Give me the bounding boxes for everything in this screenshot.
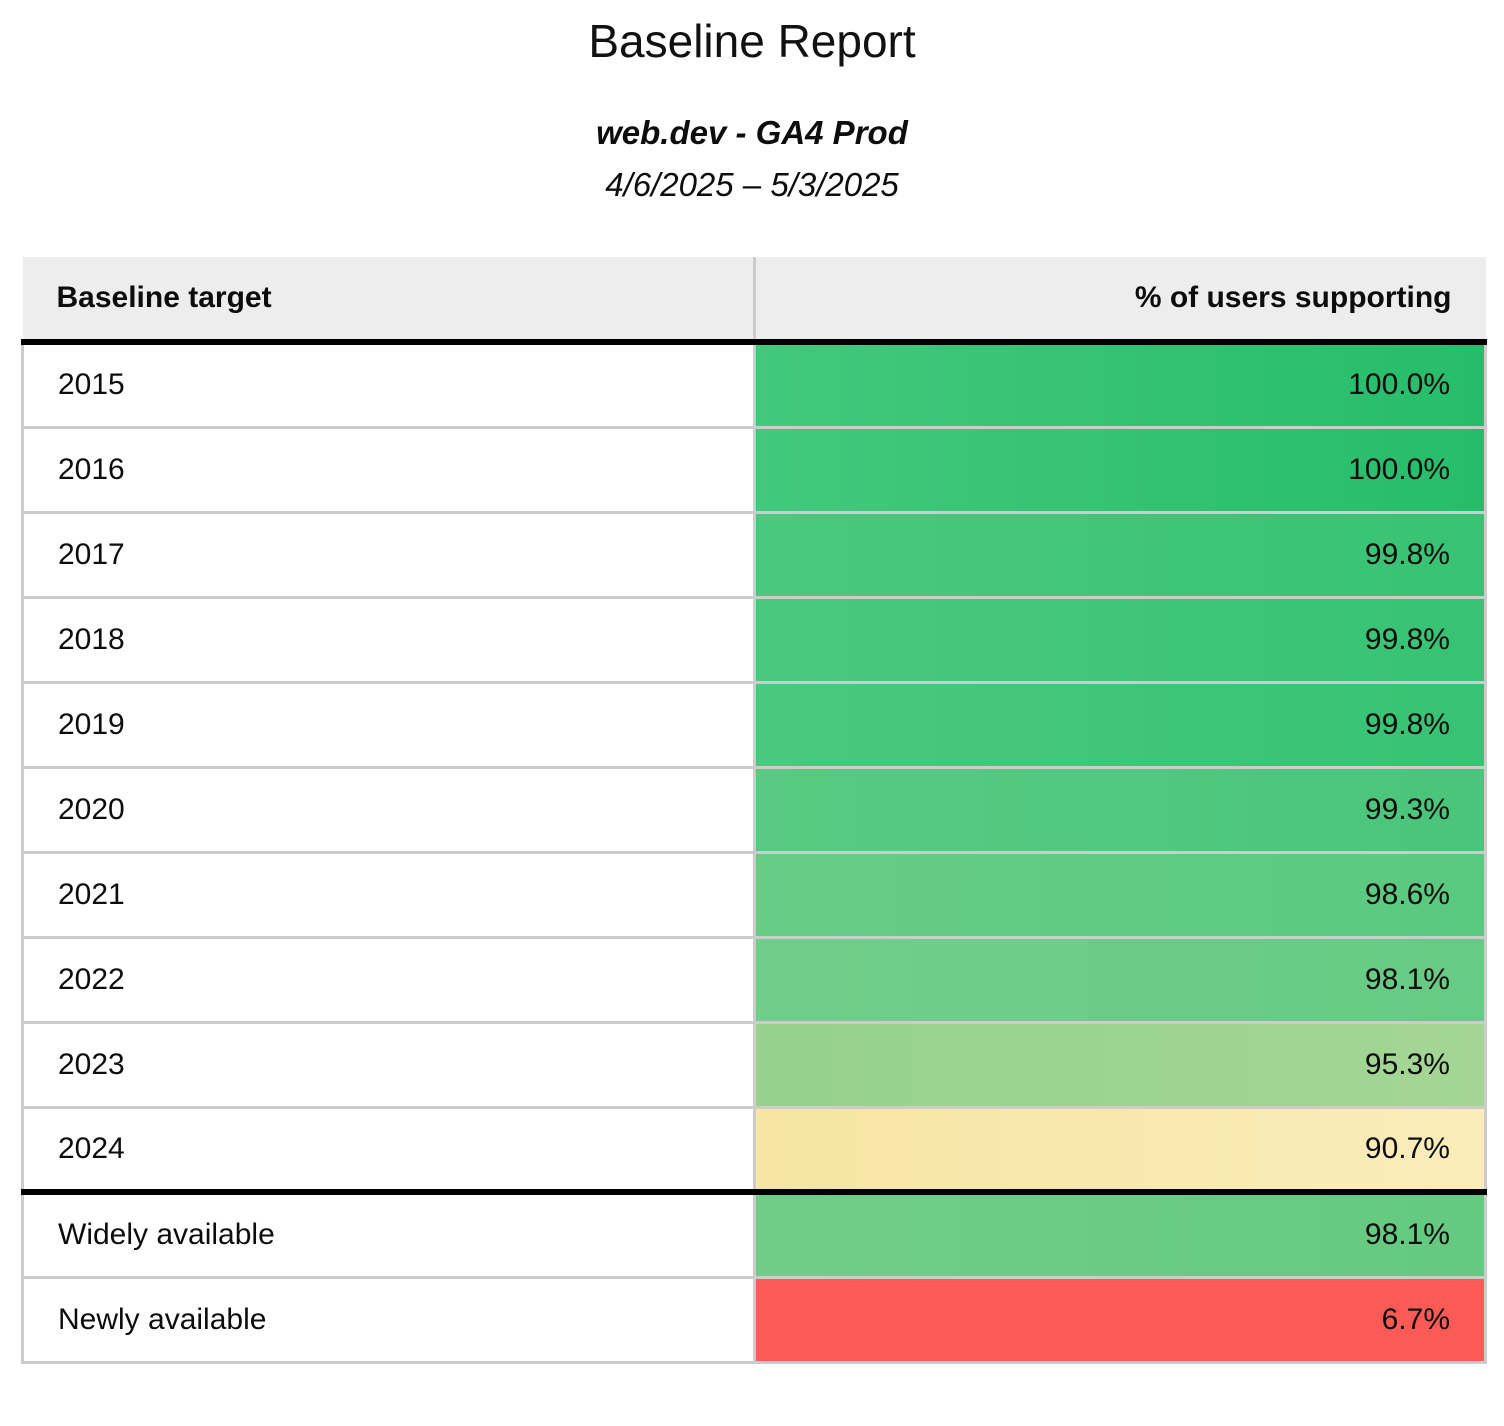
baseline-target-cell: 2019: [21, 682, 756, 769]
percent-value-cell: 98.6%: [754, 852, 1487, 939]
table-row: 2022 98.1%: [21, 937, 1487, 1024]
baseline-target-cell: 2023: [21, 1022, 756, 1109]
table-header-row: Baseline target % of users supporting: [22, 257, 1486, 345]
table-row: 2018 99.8%: [21, 597, 1487, 684]
table-row: 2019 99.8%: [21, 682, 1487, 769]
table-row-newly-available: Newly available 6.7%: [21, 1277, 1487, 1364]
report-header: Baseline Report web.dev - GA4 Prod 4/6/2…: [0, 0, 1504, 204]
percent-value-cell: 99.3%: [754, 767, 1487, 854]
table-row: 2020 99.3%: [21, 767, 1487, 854]
percent-value-cell: 99.8%: [754, 597, 1487, 684]
table-row: 2017 99.8%: [21, 512, 1487, 599]
table-row: 2023 95.3%: [21, 1022, 1487, 1109]
percent-value-cell: 98.1%: [754, 937, 1487, 1024]
baseline-table: Baseline target % of users supporting 20…: [21, 257, 1487, 1364]
percent-value-cell: 6.7%: [754, 1277, 1487, 1364]
baseline-target-cell: 2017: [21, 512, 756, 599]
table-row: 2021 98.6%: [21, 852, 1487, 939]
baseline-target-cell: Widely available: [21, 1189, 756, 1279]
percent-value-cell: 99.8%: [754, 682, 1487, 769]
report-date-range: 4/6/2025 – 5/3/2025: [605, 166, 899, 203]
baseline-target-cell: Newly available: [21, 1277, 756, 1364]
baseline-target-cell: 2024: [21, 1107, 756, 1194]
baseline-target-cell: 2016: [21, 427, 756, 514]
percent-value-cell: 95.3%: [754, 1022, 1487, 1109]
percent-value-cell: 98.1%: [754, 1189, 1487, 1279]
report-subtitle: web.dev - GA4 Prod: [596, 114, 908, 151]
report-title: Baseline Report: [588, 15, 916, 67]
percent-value-cell: 100.0%: [754, 427, 1487, 514]
baseline-target-cell: 2022: [21, 937, 756, 1024]
baseline-target-cell: 2015: [21, 342, 756, 429]
percent-value-cell: 100.0%: [754, 342, 1487, 429]
baseline-target-cell: 2018: [21, 597, 756, 684]
baseline-target-cell: 2021: [21, 852, 756, 939]
table-row-widely-available: Widely available 98.1%: [21, 1189, 1487, 1279]
column-header-baseline-target: Baseline target: [22, 257, 756, 345]
table-row: 2016 100.0%: [21, 427, 1487, 514]
table-row: 2015 100.0%: [21, 342, 1487, 429]
column-header-percent-users-supporting: % of users supporting: [754, 257, 1486, 345]
percent-value-cell: 99.8%: [754, 512, 1487, 599]
table-row: 2024 90.7%: [21, 1107, 1487, 1194]
baseline-target-cell: 2020: [21, 767, 756, 854]
percent-value-cell: 90.7%: [754, 1107, 1487, 1194]
